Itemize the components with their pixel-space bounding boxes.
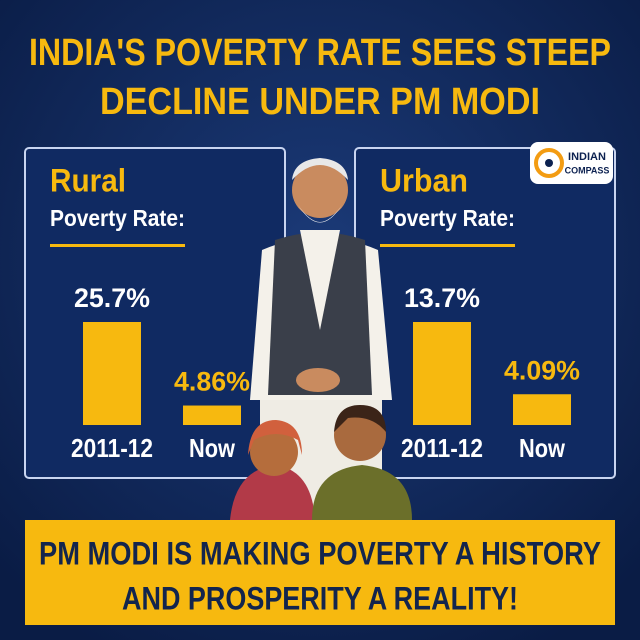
- headline: DECLINE UNDER PM MODI: [100, 81, 540, 123]
- category-label: 2011-12: [401, 433, 483, 463]
- footer-text: PM MODI IS MAKING POVERTY A HISTORY: [39, 535, 601, 571]
- value-label: 4.09%: [504, 355, 580, 385]
- underline: [50, 244, 185, 247]
- value-label: 25.7%: [74, 283, 150, 313]
- logo-icon: [534, 148, 564, 178]
- underline: [380, 244, 515, 247]
- panel-title: Rural: [50, 162, 126, 198]
- footer-box: [25, 520, 615, 625]
- value-label: 13.7%: [404, 283, 480, 313]
- bar: [513, 394, 571, 425]
- bar: [413, 322, 471, 425]
- category-label: 2011-12: [71, 433, 153, 463]
- panel-subtitle: Poverty Rate:: [380, 205, 515, 231]
- panel-title: Urban: [380, 162, 468, 198]
- headline: INDIA'S POVERTY RATE SEES STEEP: [29, 32, 611, 74]
- footer-text: AND PROSPERITY A REALITY!: [122, 580, 518, 616]
- children: [230, 405, 412, 520]
- bar: [83, 322, 141, 425]
- logo-text: INDIAN: [568, 151, 606, 163]
- logo-icon: [545, 159, 553, 167]
- category-label: Now: [189, 433, 236, 463]
- bar: [183, 405, 241, 425]
- panel-subtitle: Poverty Rate:: [50, 205, 185, 231]
- value-label: 4.86%: [174, 367, 250, 397]
- logo-text: COMPASS: [565, 165, 610, 175]
- category-label: Now: [519, 433, 566, 463]
- logo-badge: [530, 142, 613, 184]
